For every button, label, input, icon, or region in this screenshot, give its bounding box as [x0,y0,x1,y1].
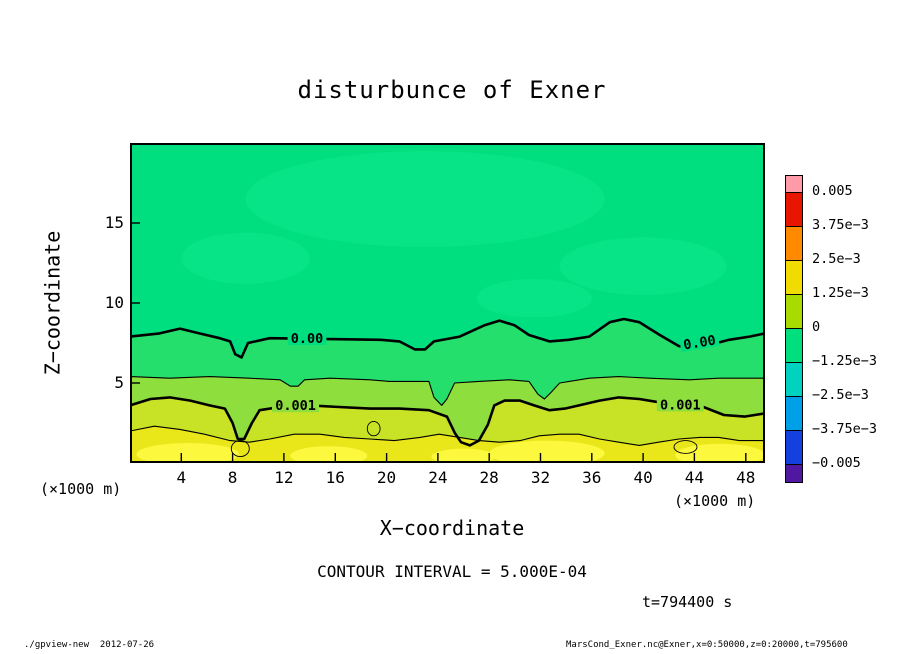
colorbar-box [786,261,802,295]
contour-interval-text: CONTOUR INTERVAL = 5.000E-04 [317,562,587,581]
colorbar-box [786,465,802,482]
colorbar-label: 0 [812,319,821,335]
y-tick-label: 5 [114,373,124,392]
y-tick-label: 15 [104,213,124,232]
colorbar-box [786,193,802,227]
x-tick-label: 44 [684,468,705,487]
colorbar-box [786,227,802,261]
y-tick-label: 10 [104,293,124,312]
x-tick-label: 16 [325,468,345,487]
colorbar-box [786,176,802,193]
footer-command: ./gpview-new 2012-07-26 [24,640,155,650]
colorbar-label: −3.75e−3 [812,421,878,437]
svg-text:0.00: 0.00 [682,333,717,354]
colorbar-label: 1.25e−3 [812,285,869,301]
colorbar-label: 3.75e−3 [812,217,869,233]
colorbar-label: 0.005 [812,183,853,199]
x-tick-label: 8 [227,468,238,487]
footer-source: MarsCond_Exner.nc@Exner,x=0:50000,z=0:20… [566,640,848,650]
x-tick-label: 32 [530,468,551,487]
y-axis-label-text: Z−coordinate [40,230,64,376]
svg-text:0.00: 0.00 [291,331,324,347]
contour-plot: 0.00 0.00 0.001 0.001 [130,143,765,463]
x-tick-label: 48 [736,468,756,487]
colorbar-label: −0.005 [812,455,861,471]
colorbar-box [786,397,802,431]
time-text: t=794400 s [642,593,733,611]
chart-title: disturbunce of Exner [297,76,607,104]
y-axis-label: Z−coordinate [28,143,76,463]
x-tick-label: 36 [582,468,602,487]
colorbar-box [786,363,802,397]
colorbar-label: 2.5e−3 [812,251,861,267]
x-tick-label: 4 [176,468,187,487]
svg-text:0.001: 0.001 [660,397,701,413]
x-tick-label: 40 [633,468,653,487]
x-axis-unit: (×1000 m) [674,492,756,510]
x-axis-label: X−coordinate [379,516,525,540]
colorbar-label: −1.25e−3 [812,353,878,369]
x-tick-label: 20 [376,468,397,487]
x-tick-label: 24 [428,468,448,487]
colorbar: 0.005 3.75e−3 2.5e−3 1.25e−3 0 −1.25e−3 −2.5e−… [785,175,904,505]
colorbar-box [786,295,802,329]
svg-text:0.001: 0.001 [275,398,316,414]
x-tick-label: 12 [274,468,294,487]
y-axis-unit: (×1000 m) [40,480,122,498]
colorbar-bar [785,175,803,483]
colorbar-box [786,329,802,363]
colorbar-label: −2.5e−3 [812,387,869,403]
colorbar-box [786,431,802,465]
x-tick-label: 28 [479,468,499,487]
